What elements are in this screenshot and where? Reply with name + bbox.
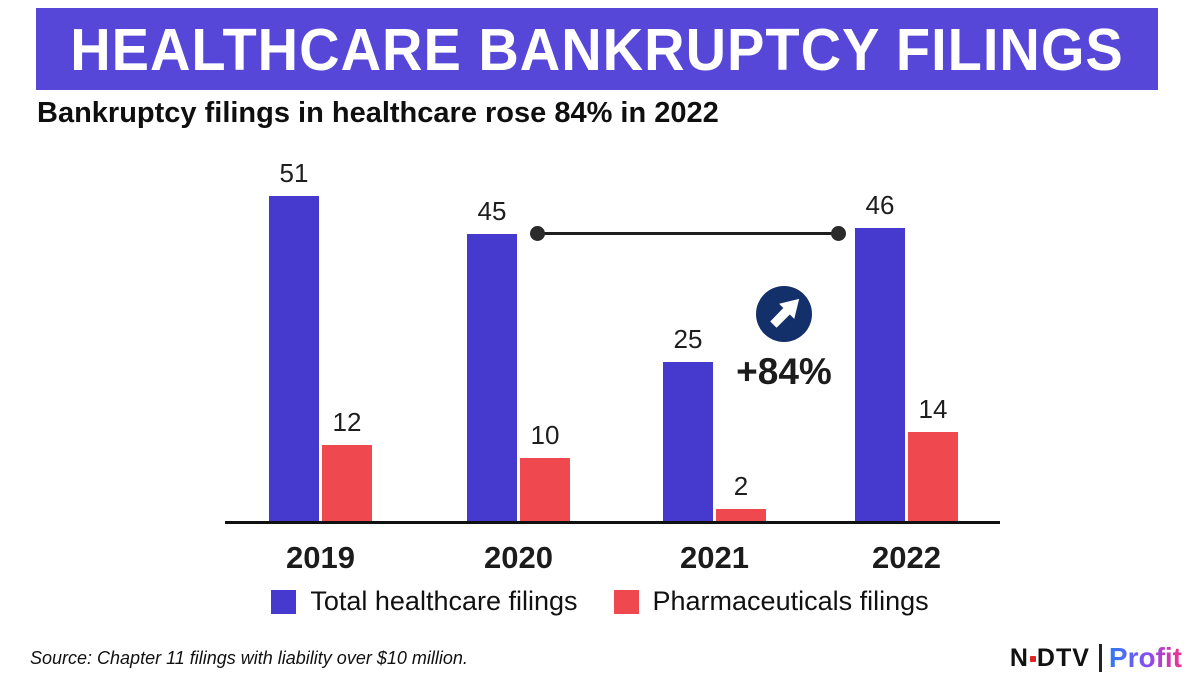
legend-item-total-healthcare: Total healthcare filings [271, 586, 578, 617]
logo-separator [1098, 644, 1102, 672]
ndtv-wordmark: N DTV [1009, 643, 1090, 672]
value-label-pharma-2021: 2 [733, 471, 749, 501]
pharma-2021 [716, 509, 766, 522]
total-2019 [269, 196, 319, 522]
connector-dot-2020 [530, 226, 545, 241]
pharma-2019 [322, 445, 372, 522]
value-label-total-2020: 45 [477, 196, 507, 226]
legend-label: Total healthcare filings [310, 586, 578, 616]
title-banner: HEALTHCARE BANKRUPTCY FILINGS [36, 8, 1158, 90]
value-label-pharma-2022: 14 [918, 394, 948, 424]
chart-subtitle: Bankruptcy filings in healthcare rose 84… [37, 97, 719, 129]
x-axis-label-2019: 2019 [286, 540, 355, 575]
legend-item-pharmaceuticals: Pharmaceuticals filings [613, 586, 929, 617]
ndtv-profit-logo: N DTV Profit [1010, 642, 1182, 674]
growth-annotation: +84% [674, 286, 894, 393]
x-axis-label-2020: 2020 [484, 540, 553, 575]
arrow-up-right-icon [756, 286, 812, 346]
value-label-total-2022: 46 [865, 190, 895, 220]
pharma-2022 [908, 432, 958, 522]
source-note: Source: Chapter 11 filings with liabilit… [30, 648, 468, 668]
legend-label: Pharmaceuticals filings [652, 586, 929, 616]
value-label-pharma-2019: 12 [332, 407, 362, 437]
pharma-2020 [520, 458, 570, 522]
ndtv-red-dot-icon [1029, 656, 1036, 662]
x-axis-label-2022: 2022 [872, 540, 941, 575]
growth-percent-label: +84% [736, 351, 832, 392]
profit-wordmark: Profit [1108, 642, 1182, 673]
legend-swatch-blue [271, 589, 297, 614]
chart-legend: Total healthcare filings Pharmaceuticals… [0, 586, 1200, 617]
comparison-connector-line [537, 232, 838, 235]
connector-dot-2022 [831, 226, 846, 241]
x-axis-label-2021: 2021 [680, 540, 749, 575]
total-2021 [663, 362, 713, 522]
total-2022 [855, 228, 905, 522]
value-label-total-2021: 25 [673, 324, 703, 354]
total-2020 [467, 234, 517, 522]
legend-swatch-red [613, 589, 639, 614]
value-label-pharma-2020: 10 [530, 420, 560, 450]
x-axis-line [225, 521, 1000, 524]
value-label-total-2019: 51 [279, 158, 309, 188]
page-title: HEALTHCARE BANKRUPTCY FILINGS [70, 15, 1124, 83]
